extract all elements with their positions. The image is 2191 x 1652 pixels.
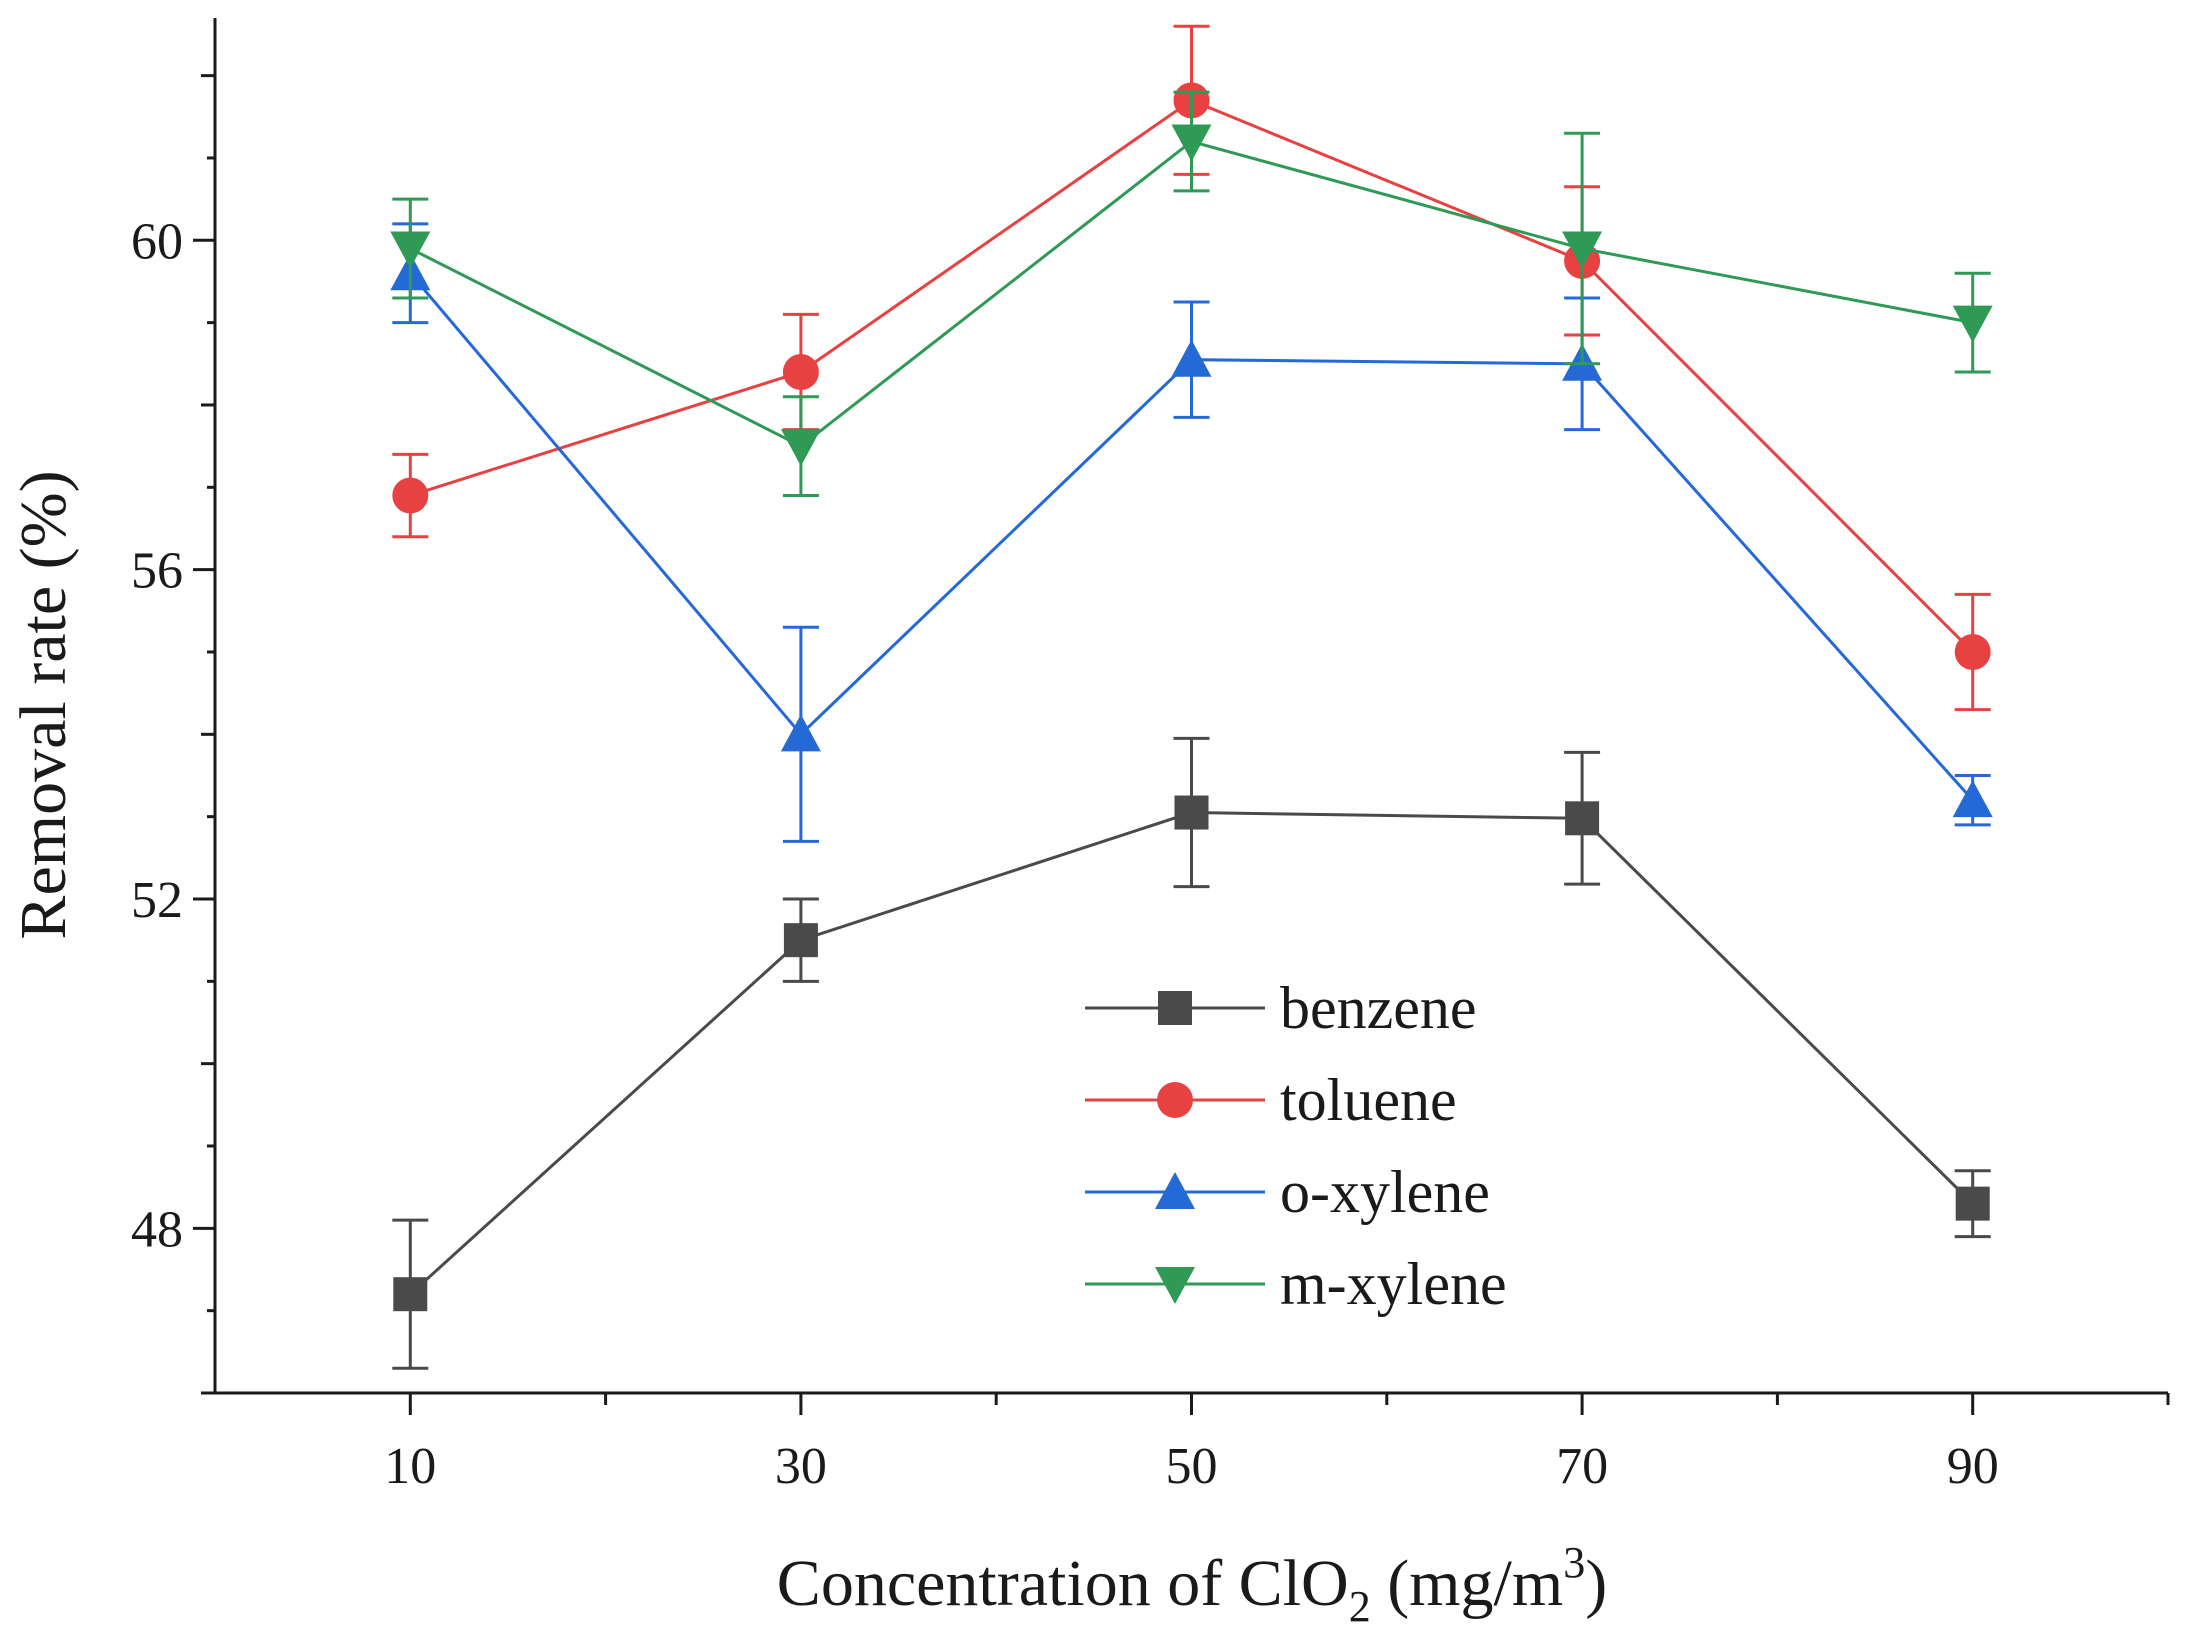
data-point (780, 429, 821, 467)
legend-item-benzene: benzene (1085, 975, 1477, 1041)
legend-label: toluene (1280, 1067, 1457, 1133)
series-layer (390, 24, 1993, 1370)
legend-item-m-xylene: m-xylene (1085, 1251, 1507, 1317)
data-point (393, 1277, 428, 1312)
legend-label: benzene (1280, 975, 1477, 1041)
legend-marker (1158, 991, 1192, 1025)
x-axis-title-subscript: 2 (1349, 1582, 1371, 1631)
x-axis: 10 30 50 70 90 (384, 1393, 2170, 1495)
legend-item-o-xylene: o-xylene (1085, 1159, 1490, 1225)
data-point (1174, 795, 1209, 830)
x-tick-label: 10 (384, 1438, 436, 1495)
legend: benzene toluene o-xylene m-xylene (1085, 975, 1507, 1317)
series-m-xylene (390, 90, 1993, 498)
x-axis-title-main: Concentration of ClO (777, 1547, 1349, 1620)
legend-label: m-xylene (1280, 1251, 1507, 1317)
y-tick-label: 56 (131, 543, 183, 600)
data-point (782, 354, 819, 391)
data-point (1565, 801, 1600, 836)
y-tick-label: 52 (131, 872, 183, 929)
x-tick-label: 30 (775, 1438, 827, 1495)
plot-frame (213, 18, 2168, 1395)
y-tick-label: 60 (131, 213, 183, 270)
series-o-xylene (390, 222, 1993, 843)
legend-item-toluene: toluene (1085, 1067, 1457, 1133)
legend-label: o-xylene (1280, 1159, 1490, 1225)
x-axis-title-superscript: 3 (1563, 1538, 1585, 1587)
series-benzene (392, 736, 1991, 1370)
data-point (1171, 339, 1212, 377)
legend-marker (1155, 1267, 1195, 1304)
x-tick-label: 50 (1166, 1438, 1218, 1495)
y-axis-title: Removal rate (%) (7, 470, 80, 939)
x-axis-title-close: ) (1585, 1547, 1607, 1620)
legend-marker (1157, 1082, 1193, 1118)
data-point (1952, 305, 1993, 343)
y-axis: 48 52 56 60 (131, 74, 215, 1395)
legend-marker (1155, 1172, 1195, 1209)
data-point (783, 923, 818, 958)
data-point (1955, 1186, 1990, 1221)
x-axis-title-unit: (mg/m (1371, 1547, 1564, 1620)
data-point (1562, 231, 1603, 269)
data-point (392, 477, 429, 514)
data-point (390, 231, 431, 269)
data-point (780, 714, 821, 752)
x-axis-title: Concentration of ClO2 (mg/m3) (777, 1538, 1607, 1631)
x-tick-label: 90 (1947, 1438, 1999, 1495)
x-tick-label: 70 (1556, 1438, 1608, 1495)
data-point (1952, 780, 1993, 818)
y-tick-label: 48 (131, 1201, 183, 1258)
data-point (1171, 124, 1212, 162)
data-point (1954, 633, 1991, 670)
